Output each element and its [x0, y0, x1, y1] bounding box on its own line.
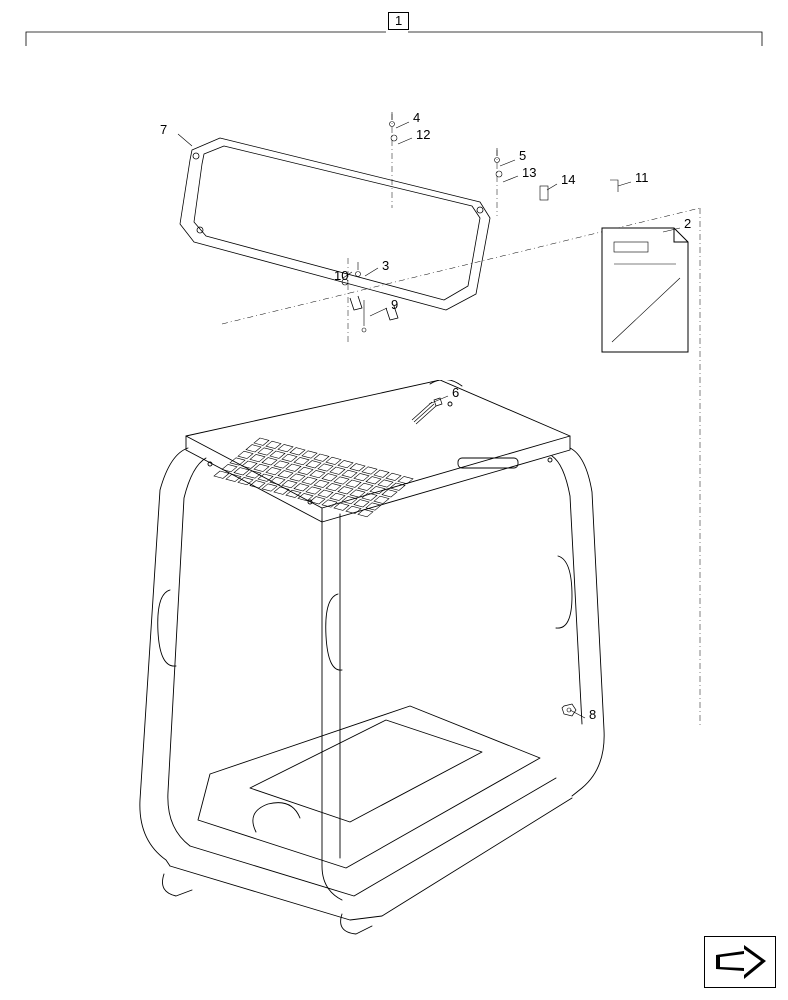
callout-11: 11: [635, 170, 649, 185]
callout-13: 13: [522, 165, 536, 180]
callout-10: 10: [334, 268, 348, 283]
callout-9: 9: [391, 297, 398, 312]
callout-3: 3: [382, 258, 389, 273]
arrow-right-icon: [714, 945, 766, 979]
callout-7: 7: [160, 122, 167, 137]
callout-leaders: [0, 0, 788, 1000]
callout-4: 4: [413, 110, 420, 125]
callout-6: 6: [452, 385, 459, 400]
callout-8: 8: [589, 707, 596, 722]
callout-12: 12: [416, 127, 430, 142]
callout-5: 5: [519, 148, 526, 163]
callout-2: 2: [684, 216, 691, 231]
next-page-button[interactable]: [704, 936, 776, 988]
callout-14: 14: [561, 172, 575, 187]
